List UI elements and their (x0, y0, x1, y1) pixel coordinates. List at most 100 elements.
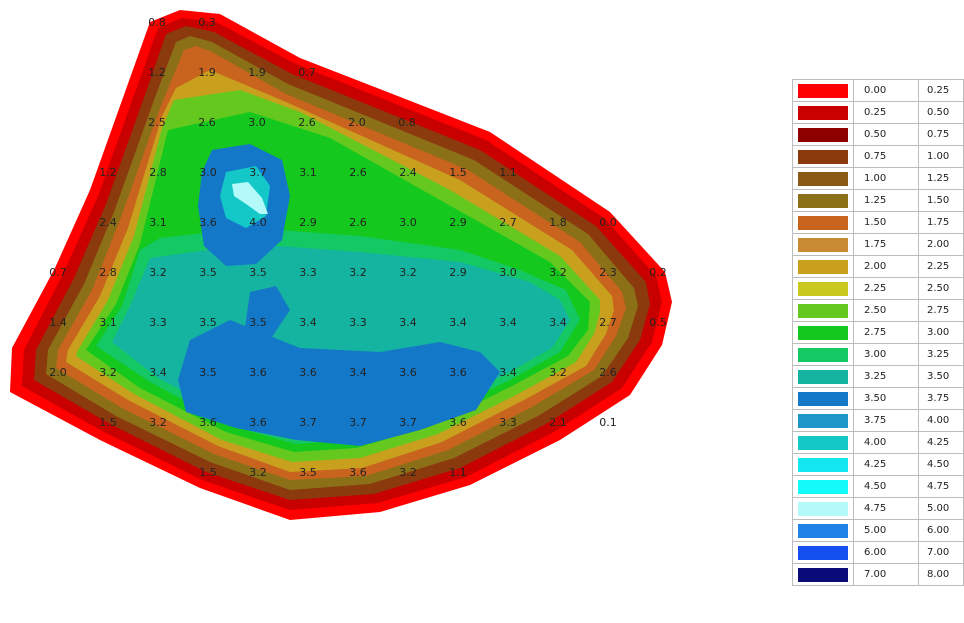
grid-value-label: 3.2 (399, 266, 417, 279)
legend-to: 0.75 (918, 123, 964, 146)
legend-to: 2.25 (918, 255, 964, 278)
grid-value-label: 3.4 (449, 316, 467, 329)
legend-swatch (798, 457, 848, 472)
grid-value-label: 2.0 (49, 366, 67, 379)
grid-value-label: 0.2 (649, 266, 667, 279)
grid-value-label: 3.6 (399, 366, 417, 379)
grid-value-label: 1.1 (449, 466, 467, 479)
contour-map: 0.8 0.3 1.2 1.9 1.9 0.7 2.5 2.6 3.0 2.6 2.0 0.8 1.2 2… (10, 10, 672, 520)
grid-value-label: 3.6 (449, 366, 467, 379)
grid-value-label: 2.8 (99, 266, 117, 279)
grid-value-label: 3.5 (199, 266, 217, 279)
legend-row: 4.75 5.00 (792, 497, 964, 520)
legend-from: 0.50 (853, 123, 919, 146)
grid-value-label: 3.6 (199, 416, 217, 429)
grid-value-label: 0.7 (298, 66, 316, 79)
grid-value-label: 3.0 (499, 266, 517, 279)
legend-row: 2.00 2.25 (792, 255, 964, 278)
legend-swatch-cell (792, 145, 854, 168)
legend-from: 4.25 (853, 453, 919, 476)
legend-from: 1.25 (853, 189, 919, 212)
legend-swatch (798, 171, 848, 186)
grid-value-label: 3.4 (499, 316, 517, 329)
legend-row: 1.75 2.00 (792, 233, 964, 256)
grid-value-label: 3.1 (149, 216, 167, 229)
grid-value-label: 3.4 (499, 366, 517, 379)
grid-value-label: 3.7 (349, 416, 367, 429)
legend-swatch (798, 259, 848, 274)
grid-value-label: 0.7 (49, 266, 67, 279)
legend-from: 3.00 (853, 343, 919, 366)
legend-from: 4.50 (853, 475, 919, 498)
legend-from: 6.00 (853, 541, 919, 564)
legend-swatch-cell (792, 563, 854, 586)
grid-value-label: 3.4 (299, 316, 317, 329)
legend-swatch-cell (792, 497, 854, 520)
grid-value-label: 1.1 (499, 166, 517, 179)
grid-value-label: 1.9 (198, 66, 216, 79)
grid-value-label: 3.4 (349, 366, 367, 379)
grid-value-label: 2.7 (499, 216, 517, 229)
grid-value-label: 3.1 (299, 166, 317, 179)
legend-row: 1.50 1.75 (792, 211, 964, 234)
grid-value-label: 3.5 (249, 266, 267, 279)
legend-row: 2.25 2.50 (792, 277, 964, 300)
legend-from: 2.75 (853, 321, 919, 344)
legend-to: 2.50 (918, 277, 964, 300)
legend-swatch (798, 435, 848, 450)
grid-value-label: 3.5 (249, 316, 267, 329)
legend-to: 1.75 (918, 211, 964, 234)
legend-swatch (798, 281, 848, 296)
legend-to: 3.25 (918, 343, 964, 366)
grid-value-label: 3.5 (199, 366, 217, 379)
grid-value-label: 3.2 (149, 266, 167, 279)
grid-value-label: 2.6 (349, 166, 367, 179)
legend-from: 0.75 (853, 145, 919, 168)
grid-value-label: 3.6 (349, 466, 367, 479)
grid-value-label: 1.5 (99, 416, 117, 429)
legend-row: 0.25 0.50 (792, 101, 964, 124)
grid-value-label: 0.0 (599, 216, 617, 229)
legend-to: 6.00 (918, 519, 964, 542)
legend-to: 5.00 (918, 497, 964, 520)
legend-swatch-cell (792, 343, 854, 366)
legend-to: 0.50 (918, 101, 964, 124)
legend-from: 3.75 (853, 409, 919, 432)
legend-swatch-cell (792, 79, 854, 102)
grid-value-label: 2.0 (348, 116, 366, 129)
grid-value-label: 3.6 (199, 216, 217, 229)
legend-swatch (798, 501, 848, 516)
grid-value-label: 2.6 (349, 216, 367, 229)
grid-value-label: 2.8 (149, 166, 167, 179)
grid-value-label: 3.6 (249, 366, 267, 379)
grid-value-label: 3.7 (299, 416, 317, 429)
legend-swatch-cell (792, 541, 854, 564)
grid-value-label: 0.5 (649, 316, 667, 329)
legend-from: 0.25 (853, 101, 919, 124)
grid-value-label: 3.3 (149, 316, 167, 329)
grid-value-label: 3.6 (249, 416, 267, 429)
legend-to: 1.00 (918, 145, 964, 168)
legend-swatch-cell (792, 233, 854, 256)
legend-from: 2.50 (853, 299, 919, 322)
legend-to: 4.25 (918, 431, 964, 454)
legend-to: 0.25 (918, 79, 964, 102)
legend-to: 4.50 (918, 453, 964, 476)
legend-to: 1.50 (918, 189, 964, 212)
grid-value-label: 3.4 (549, 316, 567, 329)
band-3.50-mid (244, 286, 290, 340)
legend-swatch (798, 369, 848, 384)
grid-value-label: 4.0 (249, 216, 267, 229)
band-3.50-south (178, 320, 500, 446)
legend-from: 2.25 (853, 277, 919, 300)
grid-value-label: 3.0 (248, 116, 266, 129)
legend-swatch (798, 325, 848, 340)
grid-value-label: 0.8 (398, 116, 416, 129)
legend-to: 3.00 (918, 321, 964, 344)
grid-value-label: 3.3 (499, 416, 517, 429)
legend-row: 2.75 3.00 (792, 321, 964, 344)
grid-value-label: 2.5 (148, 116, 166, 129)
legend-row: 0.00 0.25 (792, 79, 964, 102)
legend-from: 3.25 (853, 365, 919, 388)
legend-swatch (798, 391, 848, 406)
